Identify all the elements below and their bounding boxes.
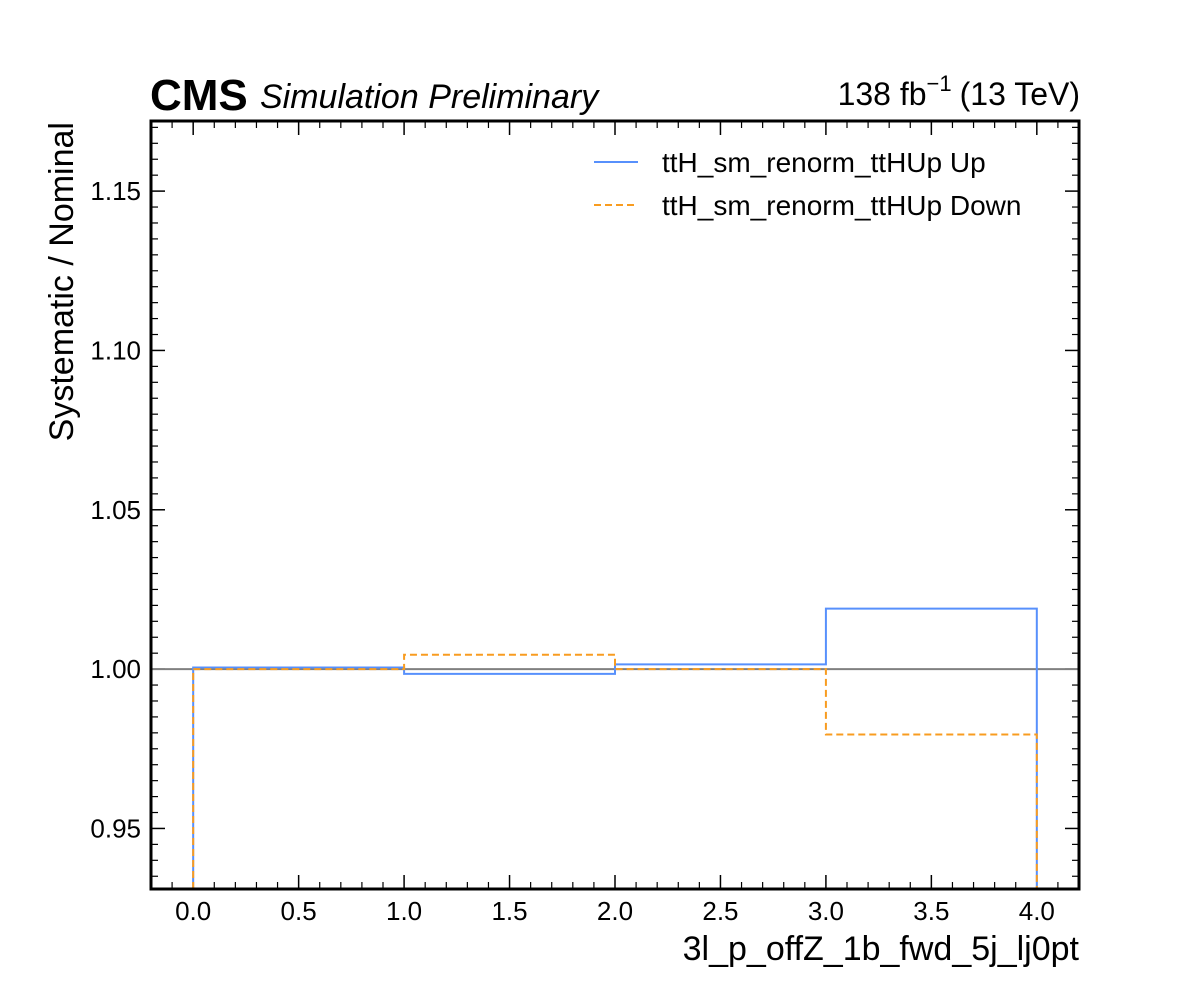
- x-tick-label: 1.5: [491, 896, 527, 926]
- series-line-1: [192, 607, 1038, 889]
- lumi-value: 138 fb: [838, 76, 927, 112]
- lumi-label: 138 fb−1 (13 TeV): [838, 71, 1080, 112]
- x-tick-label: 4.0: [1019, 896, 1055, 926]
- y-tick-label: 0.95: [90, 813, 141, 843]
- x-axis-label: 3l_p_offZ_1b_fwd_5j_lj0pt: [683, 930, 1080, 968]
- lumi-exponent: −1: [927, 71, 952, 96]
- tick-labels: 0.0 0.5 1.0 1.5 2.0 2.5 3.0 3.5 4.0 0.95 1.00 1.05 1…: [90, 176, 1055, 926]
- series-layer: [192, 607, 1038, 889]
- legend-label-2: ttH_sm_renorm_ttHUp Down: [662, 190, 1021, 221]
- experiment-label: CMS: [150, 71, 248, 120]
- lumi-energy: (13 TeV): [960, 76, 1080, 112]
- y-tick-label: 1.00: [90, 654, 141, 684]
- y-tick-label: 1.15: [90, 176, 141, 206]
- y-tick-label: 1.10: [90, 335, 141, 365]
- x-tick-label: 0.0: [175, 896, 211, 926]
- legend: ttH_sm_renorm_ttHUp Up ttH_sm_renorm_ttHU…: [594, 147, 1021, 221]
- x-tick-label: 1.0: [386, 896, 422, 926]
- series-line-2: [192, 653, 1038, 889]
- x-tick-label: 3.0: [808, 896, 844, 926]
- x-tick-label: 2.0: [597, 896, 633, 926]
- status-label: Simulation Preliminary: [260, 78, 600, 116]
- x-tick-label: 2.5: [702, 896, 738, 926]
- x-tick-label: 0.5: [281, 896, 317, 926]
- legend-label-1: ttH_sm_renorm_ttHUp Up: [662, 147, 986, 178]
- plot-frame: [149, 119, 1081, 891]
- y-axis-label: Systematic / Nominal: [43, 122, 81, 441]
- x-tick-label: 3.5: [913, 896, 949, 926]
- y-tick-label: 1.05: [90, 495, 141, 525]
- ticks-layer: [150, 121, 1080, 889]
